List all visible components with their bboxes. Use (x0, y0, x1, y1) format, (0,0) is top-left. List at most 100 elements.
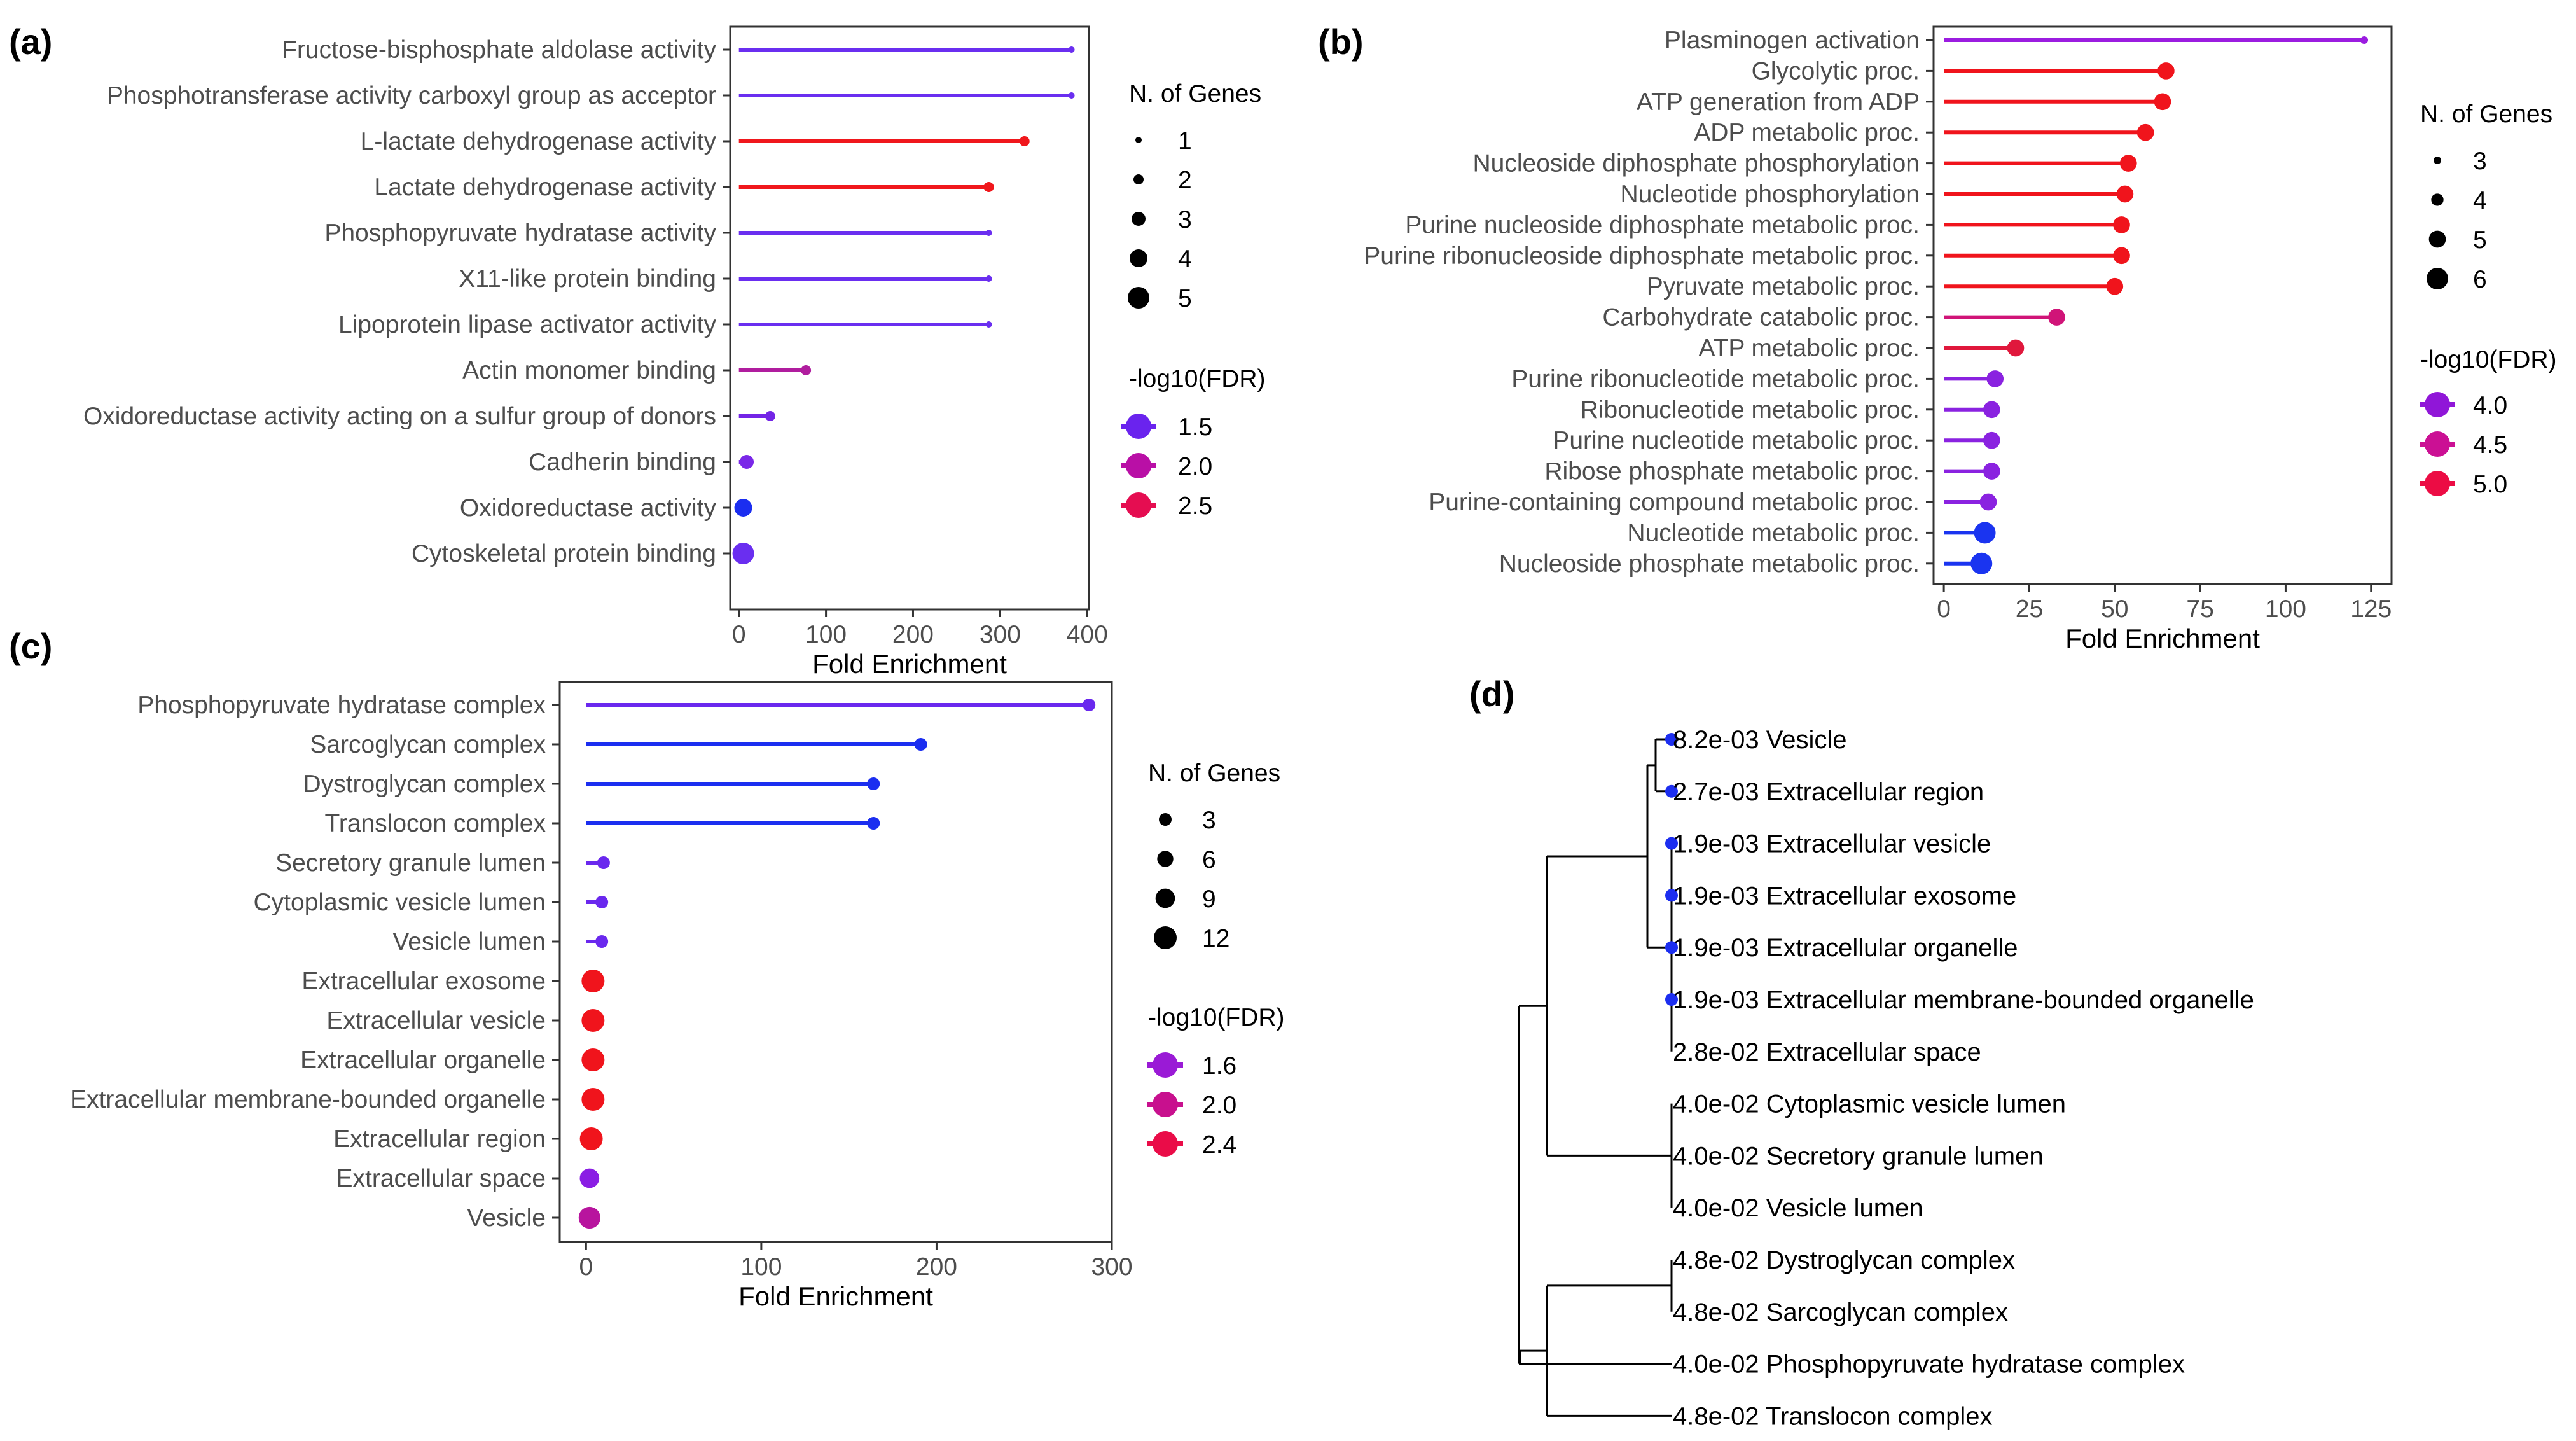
lollipop-dot (2113, 216, 2130, 233)
leaf-label: 1.9e-03 Extracellular organelle (1673, 934, 2018, 962)
size-legend-label: 1 (1178, 127, 1192, 155)
leaf-label: 4.0e-02 Phosphopyruvate hydratase comple… (1673, 1351, 2185, 1379)
leaf-label: 1.9e-03 Extracellular membrane-bounded o… (1673, 986, 2254, 1014)
lollipop-dot (2136, 123, 2154, 141)
x-tick-label: 100 (740, 1253, 782, 1281)
lollipop-dot (1970, 552, 1993, 574)
size-legend-dot (1154, 926, 1177, 949)
category-label: Cytoplasmic vesicle lumen (254, 889, 546, 916)
category-label: Purine ribonucleoside diphosphate metabo… (1364, 242, 1920, 270)
leaf-dot (1665, 733, 1678, 746)
lollipop-dot (1986, 370, 2004, 387)
x-axis-title: Fold Enrichment (812, 649, 1007, 679)
lollipop-dot (581, 1088, 605, 1111)
size-legend-dot (1132, 212, 1146, 226)
lollipop-dot (867, 817, 880, 830)
size-legend-label: 3 (1178, 206, 1192, 233)
leaf-dot (1665, 941, 1678, 954)
leaf-label: 4.0e-02 Vesicle lumen (1673, 1194, 1923, 1222)
panel-label: (d) (1469, 674, 1515, 714)
category-label: Cadherin binding (529, 449, 716, 476)
size-legend-label: 6 (2473, 266, 2487, 293)
category-label: Purine nucleoside diphosphate metabolic … (1405, 211, 1920, 239)
color-legend-label: 1.5 (1178, 414, 1212, 441)
category-label: Lactate dehydrogenase activity (374, 174, 716, 201)
color-legend-label: 4.5 (2473, 431, 2507, 459)
color-legend-label: 5.0 (2473, 471, 2507, 498)
category-label: Nucleoside phosphate metabolic proc. (1499, 550, 1920, 578)
leaf-dot (1665, 837, 1678, 850)
size-legend-dot (1130, 249, 1147, 267)
size-legend-dot (1135, 137, 1142, 143)
lollipop-dot (2360, 36, 2369, 44)
category-label: Purine ribonucleotide metabolic proc. (1511, 365, 1920, 393)
lollipop-dot (2157, 62, 2175, 80)
lollipop-dot (2106, 277, 2124, 295)
x-axis-title: Fold Enrichment (2065, 623, 2260, 653)
x-tick-label: 50 (2101, 595, 2128, 623)
size-legend-title: N. of Genes (1148, 760, 1280, 787)
leaf-label: 4.8e-02 Translocon complex (1673, 1402, 1993, 1430)
category-label: Purine nucleotide metabolic proc. (1553, 427, 1920, 454)
category-label: Pyruvate metabolic proc. (1647, 273, 1920, 300)
lollipop-dot (1974, 522, 1996, 544)
panel-1: (b) Plasminogen activation Glycolytic proc… (1318, 22, 2557, 653)
size-legend-dot (2434, 157, 2441, 164)
category-label: Nucleotide phosphorylation (1621, 181, 1920, 208)
category-label: Vesicle lumen (392, 928, 546, 956)
category-label: Purine-containing compound metabolic pro… (1429, 489, 1920, 516)
lollipop-dot (597, 856, 610, 869)
lollipop-dot (595, 896, 609, 908)
color-legend-label: 2.5 (1178, 492, 1212, 520)
category-label: Plasminogen activation (1665, 27, 1920, 54)
size-legend-title: N. of Genes (1129, 80, 1261, 108)
color-legend-label: 4.0 (2473, 392, 2507, 419)
category-label: Extracellular exosome (301, 968, 546, 995)
lollipop-dot (1068, 92, 1075, 99)
category-label: Extracellular membrane-bounded organelle (70, 1086, 546, 1113)
lollipop-dot (581, 1048, 605, 1071)
leaf-label: 1.9e-03 Extracellular vesicle (1673, 830, 1991, 858)
color-legend-title: -log10(FDR) (1148, 1004, 1285, 1031)
leaf-label: 4.8e-02 Sarcoglycan complex (1673, 1298, 2008, 1326)
x-axis-title: Fold Enrichment (738, 1281, 933, 1311)
category-label: X11-like protein binding (459, 265, 716, 293)
x-tick-label: 0 (732, 621, 746, 648)
size-legend-label: 6 (1202, 846, 1216, 874)
color-legend-title: -log10(FDR) (1129, 365, 1266, 393)
x-tick-label: 200 (892, 621, 934, 648)
leaf-label: 4.8e-02 Dystroglycan complex (1673, 1246, 2015, 1274)
lollipop-dot (579, 1127, 603, 1150)
x-tick-label: 25 (2016, 595, 2043, 623)
category-label: Phosphopyruvate hydratase complex (137, 692, 546, 719)
category-label: Extracellular vesicle (326, 1007, 546, 1034)
category-label: Ribose phosphate metabolic proc. (1544, 458, 1920, 485)
panel-label: (a) (9, 22, 52, 62)
x-tick-label: 125 (2350, 595, 2392, 623)
category-label: Extracellular organelle (300, 1047, 546, 1074)
color-legend-label: 2.0 (1178, 453, 1212, 480)
size-legend-label: 4 (2473, 187, 2487, 214)
lollipop-dot (2007, 339, 2025, 357)
category-label: Phosphopyruvate hydratase activity (324, 219, 716, 247)
lollipop-dot (1083, 699, 1096, 711)
category-label: Fructose-bisphosphate aldolase activity (282, 36, 716, 64)
category-label: Glycolytic proc. (1752, 57, 1920, 85)
category-label: ATP metabolic proc. (1698, 335, 1920, 362)
lollipop-dot (914, 738, 927, 751)
plot-frame (1932, 25, 2393, 585)
size-legend-dot (1133, 174, 1144, 184)
lollipop-dot (595, 935, 609, 948)
lollipop-dot (1983, 431, 2000, 449)
size-legend-title: N. of Genes (2420, 101, 2552, 128)
category-label: Nucleotide metabolic proc. (1627, 519, 1920, 546)
leaf-label: 1.9e-03 Extracellular exosome (1673, 882, 2016, 910)
category-label: Translocon complex (324, 810, 546, 837)
panel-label: (b) (1318, 22, 1364, 62)
category-label: ADP metabolic proc. (1694, 119, 1920, 146)
category-label: Extracellular space (336, 1165, 546, 1192)
lollipop-dot (1983, 463, 2000, 480)
leaf-label: 2.8e-02 Extracellular space (1673, 1038, 1981, 1066)
leaf-dot (1665, 784, 1678, 798)
x-tick-label: 100 (805, 621, 847, 648)
